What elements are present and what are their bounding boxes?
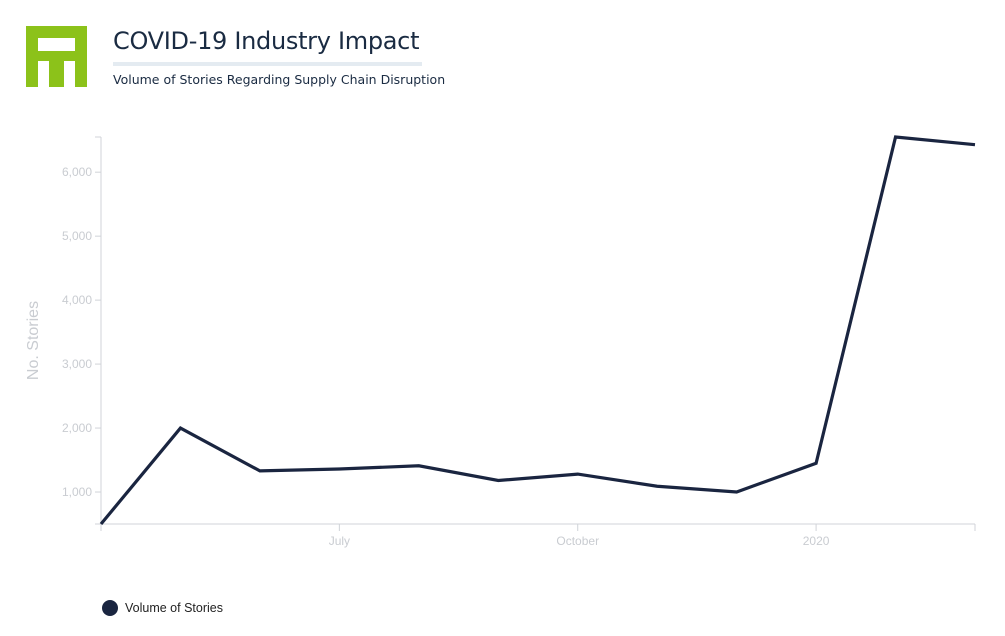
legend-label: Volume of Stories bbox=[125, 601, 223, 615]
chart-header: COVID-19 Industry Impact Volume of Stori… bbox=[113, 24, 445, 87]
chart-title: COVID-19 Industry Impact bbox=[113, 27, 420, 55]
x-tick-label: 2020 bbox=[803, 534, 830, 548]
y-tick-label: 4,000 bbox=[62, 293, 92, 307]
y-tick-label: 6,000 bbox=[62, 165, 92, 179]
legend-marker bbox=[102, 600, 118, 616]
y-tick-label: 5,000 bbox=[62, 229, 92, 243]
y-axis-title: No. Stories bbox=[25, 301, 42, 380]
series-line[interactable] bbox=[99, 135, 976, 526]
title-underline bbox=[113, 62, 422, 66]
chart-legend[interactable]: Volume of Stories bbox=[102, 600, 223, 616]
y-tick-label: 1,000 bbox=[62, 485, 92, 499]
y-tick-label: 2,000 bbox=[62, 421, 92, 435]
x-tick-label: October bbox=[556, 534, 599, 548]
y-tick-label: 3,000 bbox=[62, 357, 92, 371]
brand-logo bbox=[26, 26, 87, 87]
line-chart: 1,000 2,000 3,000 4,000 5,000 6,000 No. Storie… bbox=[25, 135, 976, 548]
x-tick-label: July bbox=[329, 534, 350, 548]
chart-subtitle: Volume of Stories Regarding Supply Chain… bbox=[113, 72, 446, 87]
